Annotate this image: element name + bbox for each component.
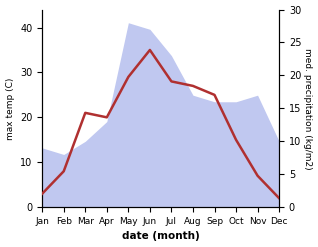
Y-axis label: max temp (C): max temp (C) xyxy=(5,77,15,140)
X-axis label: date (month): date (month) xyxy=(122,231,199,242)
Y-axis label: med. precipitation (kg/m2): med. precipitation (kg/m2) xyxy=(303,48,313,169)
